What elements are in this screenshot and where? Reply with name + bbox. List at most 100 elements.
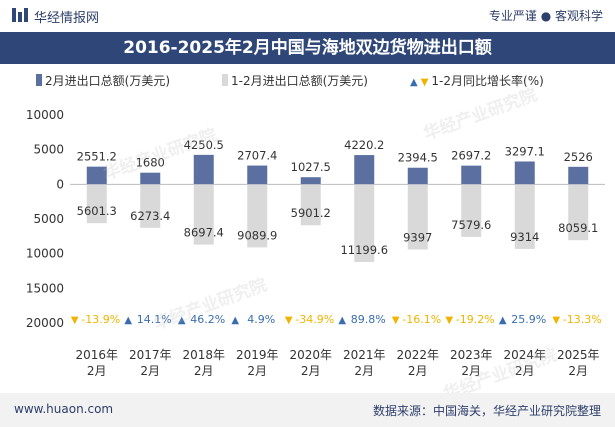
y-tick-label: 20000 bbox=[26, 316, 64, 330]
data-label-jan-feb-total: 9397 bbox=[403, 230, 432, 244]
growth-rate-label: -16.1% bbox=[402, 313, 441, 326]
top-bar: 华经情报网 专业严谨 ● 客观科学 bbox=[0, 0, 615, 30]
chart-area: 10000 5000 0 5000 10000 15000 20000 2551.2 5601.… bbox=[26, 108, 605, 378]
bar-jan-feb-total bbox=[300, 184, 321, 226]
data-label-feb-total: 2394.5 bbox=[398, 151, 438, 165]
bar-jan-feb-total bbox=[461, 184, 482, 237]
x-tick-label: 2023年 bbox=[450, 348, 493, 362]
growth-down-triangle-icon: ▼ bbox=[285, 315, 293, 326]
legend-label-series3: 1-2月同比增长率(%) bbox=[431, 74, 544, 88]
x-tick-label: 2017年 bbox=[129, 348, 172, 362]
legend-label-series2: 1-2月进出口总额(万美元) bbox=[231, 74, 368, 88]
growth-rate-label: -34.9% bbox=[295, 313, 334, 326]
y-tick-label: 0 bbox=[56, 177, 64, 191]
footer-source: 数据来源：中国海关，华经产业研究院整理 bbox=[372, 404, 601, 418]
x-tick-label: 2019年 bbox=[236, 348, 279, 362]
data-label-jan-feb-total: 7579.6 bbox=[451, 218, 491, 232]
y-tick-label: 10000 bbox=[26, 108, 64, 122]
legend-item-series1: 2月进出口总额(万美元) bbox=[36, 72, 170, 89]
logo-icon bbox=[12, 8, 28, 22]
bar-jan-feb-total bbox=[140, 184, 161, 228]
x-tick-label: 2月 bbox=[140, 364, 160, 378]
bar-feb-total bbox=[354, 155, 375, 185]
x-tick-label: 2月 bbox=[568, 364, 588, 378]
x-tick-label: 2月 bbox=[354, 364, 374, 378]
bar-feb-total bbox=[86, 166, 107, 185]
growth-rate-label: 4.9% bbox=[247, 313, 275, 326]
bar-feb-total bbox=[568, 166, 589, 185]
bar-feb-total bbox=[300, 177, 321, 185]
legend-triangle-up-icon: ▲ bbox=[410, 77, 418, 88]
data-label-feb-total: 2707.4 bbox=[237, 149, 277, 163]
bar-jan-feb-total bbox=[568, 184, 589, 241]
legend-label-series1: 2月进出口总额(万美元) bbox=[45, 74, 170, 88]
data-label-jan-feb-total: 9314 bbox=[510, 230, 539, 244]
data-label-feb-total: 2551.2 bbox=[77, 150, 117, 164]
x-tick-label: 2024年 bbox=[503, 348, 546, 362]
growth-rate-label: 25.9% bbox=[511, 313, 546, 326]
growth-rate-label: -13.9% bbox=[81, 313, 120, 326]
data-label-jan-feb-total: 8059.1 bbox=[558, 221, 598, 235]
data-label-jan-feb-total: 8697.4 bbox=[184, 226, 224, 240]
bar-feb-total bbox=[193, 154, 214, 185]
x-tick-label: 2022年 bbox=[396, 348, 439, 362]
growth-down-triangle-icon: ▼ bbox=[552, 315, 560, 326]
y-tick-label: 15000 bbox=[26, 281, 64, 295]
slogan: 专业严谨 ● 客观科学 bbox=[488, 9, 603, 23]
x-tick-label: 2月 bbox=[461, 364, 481, 378]
y-tick-label: 5000 bbox=[33, 143, 64, 157]
growth-rate-label: 46.2% bbox=[190, 313, 225, 326]
x-tick-label: 2018年 bbox=[182, 348, 225, 362]
growth-rate-label: -13.3% bbox=[563, 313, 602, 326]
chart-title: 2016-2025年2月中国与海地双边货物进出口额 bbox=[0, 32, 615, 64]
x-tick-label: 2月 bbox=[247, 364, 267, 378]
x-tick-label: 2020年 bbox=[289, 348, 332, 362]
bar-feb-total bbox=[247, 165, 268, 185]
bar-feb-total bbox=[514, 161, 535, 185]
x-tick-label: 2016年 bbox=[75, 348, 118, 362]
growth-up-triangle-icon: ▲ bbox=[338, 315, 346, 326]
growth-up-triangle-icon: ▲ bbox=[499, 315, 507, 326]
x-tick-label: 2021年 bbox=[343, 348, 386, 362]
x-tick-label: 2月 bbox=[87, 364, 107, 378]
data-label-jan-feb-total: 6273.4 bbox=[130, 209, 170, 223]
x-tick-label: 2月 bbox=[408, 364, 428, 378]
bar-jan-feb-total bbox=[193, 184, 214, 245]
y-tick-label: 10000 bbox=[26, 247, 64, 261]
growth-up-triangle-icon: ▲ bbox=[231, 315, 239, 326]
bar-jan-feb-total bbox=[247, 184, 268, 248]
legend-item-series2: 1-2月进出口总额(万美元) bbox=[222, 72, 368, 89]
data-label-feb-total: 1680 bbox=[136, 156, 165, 170]
growth-down-triangle-icon: ▼ bbox=[392, 315, 400, 326]
growth-rate-label: -19.2% bbox=[456, 313, 495, 326]
data-label-feb-total: 4250.5 bbox=[184, 138, 224, 152]
legend: 2月进出口总额(万美元) 1-2月进出口总额(万美元) ▲ ▼ 1-2月同比增长率(… bbox=[0, 72, 615, 92]
bar-jan-feb-total bbox=[407, 184, 428, 250]
bar-jan-feb-total bbox=[354, 184, 375, 262]
x-tick-label: 2月 bbox=[515, 364, 535, 378]
growth-down-triangle-icon: ▼ bbox=[71, 315, 79, 326]
legend-swatch-series2 bbox=[222, 74, 228, 86]
data-label-feb-total: 3297.1 bbox=[505, 144, 545, 158]
bar-jan-feb-total bbox=[86, 184, 107, 224]
legend-swatch-series1 bbox=[36, 74, 42, 86]
growth-up-triangle-icon: ▲ bbox=[124, 315, 132, 326]
growth-down-triangle-icon: ▼ bbox=[445, 315, 453, 326]
growth-rate-label: 89.8% bbox=[351, 313, 386, 326]
data-label-feb-total: 1027.5 bbox=[291, 160, 331, 174]
growth-rate-label: 14.1% bbox=[137, 313, 172, 326]
bar-feb-total bbox=[407, 167, 428, 185]
brand-name: 华经情报网 bbox=[34, 11, 100, 26]
data-label-jan-feb-total: 5901.2 bbox=[291, 206, 331, 220]
footer: www.huaon.com 数据来源：中国海关，华经产业研究院整理 bbox=[0, 393, 615, 427]
x-tick-label: 2025年 bbox=[557, 348, 600, 362]
legend-triangle-down-icon: ▼ bbox=[420, 77, 429, 88]
data-label-feb-total: 4220.2 bbox=[344, 138, 384, 152]
data-label-feb-total: 2697.2 bbox=[451, 149, 491, 163]
y-tick-label: 5000 bbox=[33, 212, 64, 226]
data-label-jan-feb-total: 9089.9 bbox=[237, 228, 277, 242]
footer-site: www.huaon.com bbox=[14, 402, 114, 416]
growth-up-triangle-icon: ▲ bbox=[178, 315, 186, 326]
bar-jan-feb-total bbox=[514, 184, 535, 249]
bar-feb-total bbox=[461, 165, 482, 185]
